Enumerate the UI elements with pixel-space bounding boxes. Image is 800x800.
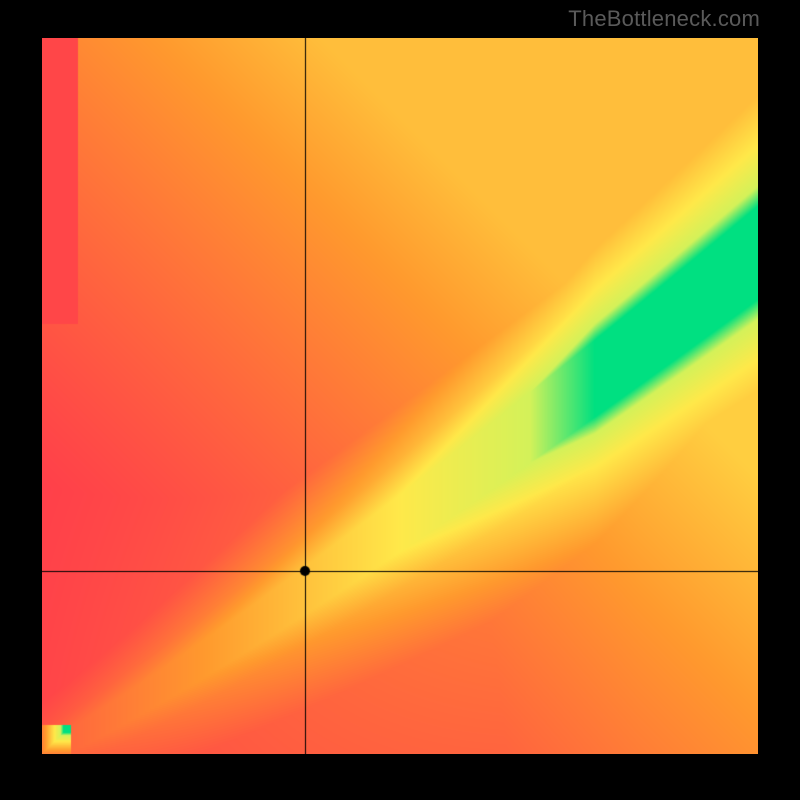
plot-area (42, 38, 758, 754)
bottleneck-heatmap (42, 38, 758, 754)
frame: TheBottleneck.com (0, 0, 800, 800)
watermark-text: TheBottleneck.com (568, 6, 760, 32)
